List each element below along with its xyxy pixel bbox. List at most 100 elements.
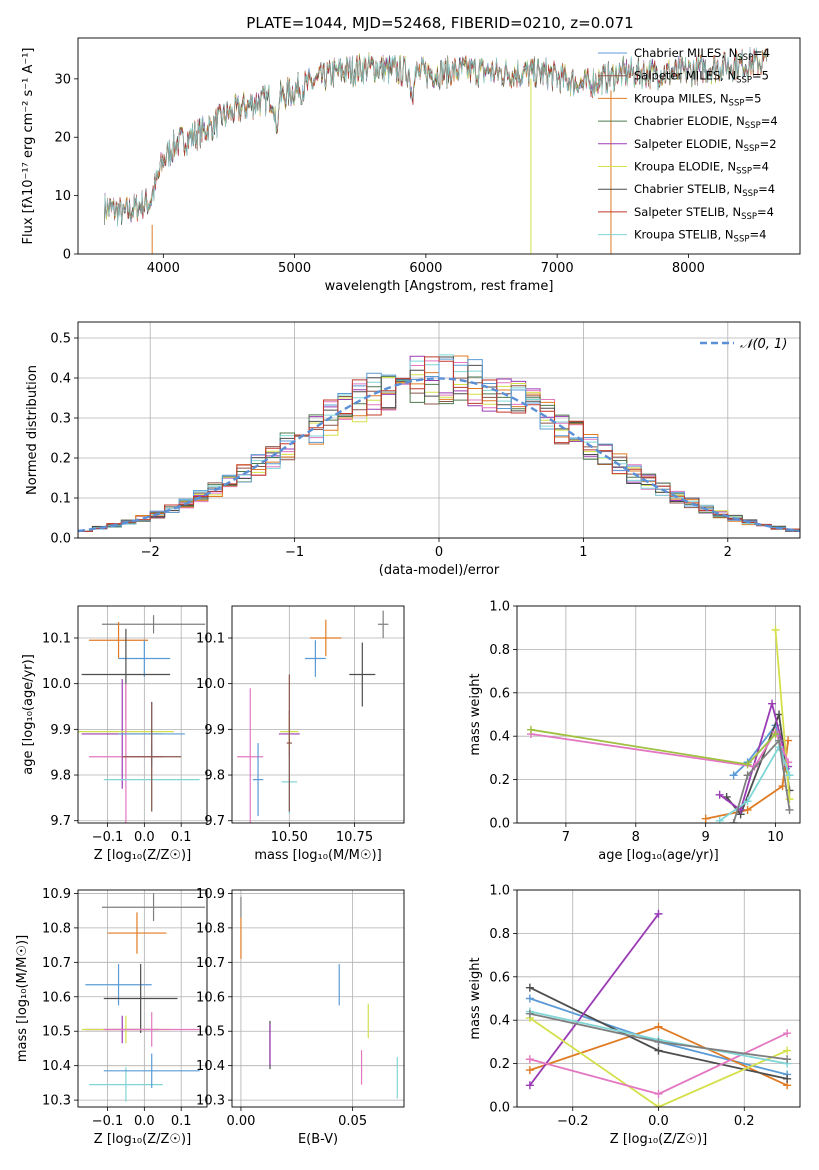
errorbar-point	[377, 610, 389, 638]
spectrum-line	[104, 49, 767, 226]
x-tick-label: 4000	[147, 261, 180, 276]
weight-point-marker	[783, 1029, 792, 1038]
plot-area-residuals	[78, 354, 800, 538]
errorbar-point	[89, 1067, 163, 1102]
spectrum-line	[104, 47, 767, 228]
y-tick-label: 1.0	[489, 600, 510, 615]
axes-frame	[77, 889, 208, 1108]
x-tick-label: 0.05	[338, 1114, 367, 1129]
weight-point-marker	[654, 1037, 663, 1046]
y-tick-label: 10.0	[42, 677, 71, 692]
normal-curve	[78, 377, 800, 533]
legend-entry: Kroupa ELODIE, NSSP=4	[634, 160, 769, 177]
legend-entry-value: =4	[757, 205, 774, 219]
y-tick-label: 9.9	[204, 723, 225, 738]
histogram-steps	[78, 356, 800, 538]
x-tick-label: −0.1	[92, 1114, 124, 1129]
weight-point-marker	[525, 1081, 534, 1090]
weight-point-marker	[525, 1066, 534, 1075]
legend-entry-subscript: SSP	[734, 235, 750, 245]
legend-entry-value: =4	[758, 182, 775, 196]
plot-area-mass_vs_Z	[81, 893, 206, 1102]
legend-entry-label: Kroupa STELIB, N	[634, 228, 734, 242]
y-axis-label: Normed distribution	[25, 365, 40, 495]
plot-area-mass_vs_ebv	[240, 896, 398, 1099]
legend-entry: Kroupa STELIB, NSSP=4	[634, 228, 766, 245]
legend-entry-value: =4	[749, 228, 766, 242]
errorbar-point	[101, 615, 206, 634]
weight-point-marker	[729, 819, 738, 823]
weight-point-marker	[526, 725, 535, 734]
legend-entry-subscript: SSP	[741, 212, 757, 222]
y-tick-label: 0.2	[489, 1057, 510, 1072]
errorbar-point	[310, 619, 342, 657]
weight-series-line	[529, 913, 660, 1086]
legend-entry-subscript: SSP	[736, 167, 752, 177]
weight-point-marker	[743, 805, 752, 814]
legend-entry: Salpeter STELIB, NSSP=4	[634, 205, 774, 222]
y-tick-label: 10.8	[196, 921, 225, 936]
x-tick-label: 0.0	[648, 1114, 669, 1129]
x-tick-label: 10.50	[271, 830, 308, 845]
legend-entry: Kroupa MILES, NSSP=5	[634, 91, 761, 108]
legend-entry-subscript: SSP	[736, 76, 752, 86]
plot-area-age_vs_Z	[78, 615, 206, 823]
y-tick-label: 9.9	[50, 723, 71, 738]
y-axis-label: mass [log₁₀(M/M☉)]	[15, 935, 30, 1062]
weight-point-marker	[775, 736, 784, 745]
legend-entry-label: Salpeter MILES, N	[634, 69, 736, 83]
y-tick-label: 10.4	[42, 1059, 71, 1074]
x-axis-label: E(B-V)	[298, 1132, 338, 1147]
axes-frame	[231, 889, 405, 1108]
axes-mass_vs_ebv: 0.00 0.05 10.3 10.4 10.5 10.6 10.7 10.8 10.9 E(B-…	[196, 887, 405, 1147]
y-tick-label: 9.8	[50, 769, 71, 784]
weight-series-line	[732, 738, 791, 823]
weight-point-marker	[525, 983, 534, 992]
y-tick-label: 9.7	[50, 814, 71, 829]
y-tick-label: 10.8	[42, 921, 71, 936]
axes-age_vs_mass: 10.50 10.75 9.7 9.8 9.9 10.0 10.1 mass [log₁₀(M…	[196, 605, 405, 863]
x-axis-label: wavelength [Angstrom, rest frame]	[325, 279, 554, 294]
weight-series-line	[719, 700, 789, 812]
weight-point-marker	[768, 699, 777, 708]
x-axis-label: (data-model)/error	[379, 563, 500, 578]
legend-entry-subscript: SSP	[744, 144, 760, 154]
y-tick-label: 0.5	[50, 332, 71, 347]
legend-entry-label: Salpeter ELODIE, N	[634, 137, 744, 151]
legend-entry-label: Chabrier MILES, N	[634, 46, 737, 60]
y-tick-label: 0.8	[489, 643, 510, 658]
y-tick-label: 0.2	[50, 452, 71, 467]
figure-title: PLATE=1044, MJD=52468, FIBERID=0210, z=0…	[246, 14, 633, 32]
x-tick-label: 10.75	[336, 830, 373, 845]
legend-entry: Chabrier ELODIE, NSSP=4	[634, 114, 778, 131]
legend-entry-label: Chabrier STELIB, N	[634, 182, 742, 196]
y-axis-label: mass weight	[468, 957, 483, 1039]
weight-point-marker	[743, 771, 752, 780]
errorbar-point	[349, 642, 376, 707]
x-tick-label: −0.1	[92, 830, 124, 845]
plot-area-spectrum	[104, 46, 767, 254]
legend-entry: Chabrier MILES, NSSP=4	[634, 46, 770, 63]
weight-point-marker	[783, 1055, 792, 1064]
errorbar-point	[237, 688, 264, 823]
legend-entry-label: Salpeter STELIB, N	[634, 205, 741, 219]
y-tick-label: 1.0	[489, 884, 510, 899]
y-axis-label: mass weight	[468, 673, 483, 755]
legend-entry: Salpeter MILES, NSSP=5	[634, 69, 769, 86]
errorbar-point	[122, 701, 182, 812]
legend-entry: Chabrier STELIB, NSSP=4	[634, 182, 775, 199]
axes-residuals: −2 −1 0 1 2 0.0 0.1 0.2 0.3 0.4 0.5 (data-model)/er…	[25, 321, 801, 578]
legend-entry: Salpeter ELODIE, NSSP=2	[634, 137, 777, 154]
x-tick-label: 1	[579, 545, 587, 560]
y-tick-label: 0.4	[489, 1014, 510, 1029]
legend-entry-label: Chabrier ELODIE, N	[634, 114, 745, 128]
x-tick-label: 0.0	[134, 1114, 155, 1129]
weight-point-marker	[525, 994, 534, 1003]
weight-point-marker	[654, 1022, 663, 1031]
weight-point-marker	[785, 805, 794, 814]
y-tick-label: 30	[54, 72, 71, 87]
x-tick-label: 2	[724, 545, 732, 560]
weight-point-marker	[525, 1009, 534, 1018]
y-tick-label: 10.1	[42, 631, 71, 646]
